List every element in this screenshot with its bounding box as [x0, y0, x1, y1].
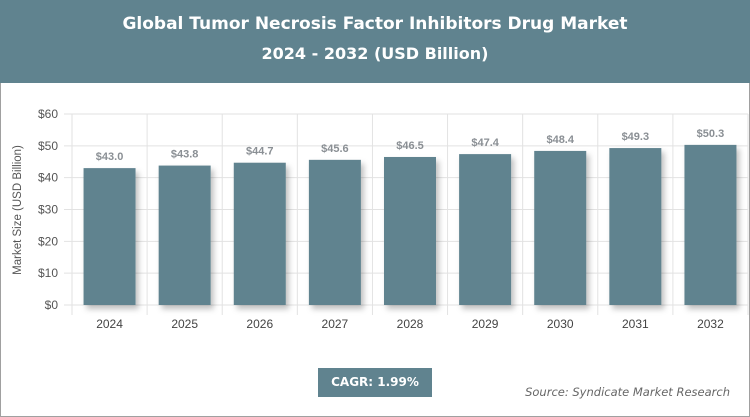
data-label: $48.4	[546, 134, 574, 146]
bar-2032	[684, 144, 737, 305]
y-axis-label: Market Size (USD Billion)	[12, 145, 24, 275]
x-tick-label: 2027	[322, 317, 349, 331]
x-tick-label: 2026	[246, 317, 273, 331]
y-tick-label: $50	[38, 139, 58, 153]
bar-2031	[609, 148, 662, 305]
chart-title: Global Tumor Necrosis Factor Inhibitors …	[122, 14, 628, 34]
cagr-badge: CAGR: 1.99%	[318, 368, 432, 397]
x-tick-label: 2030	[547, 317, 574, 331]
x-tick-label: 2024	[96, 317, 123, 331]
data-label: $46.5	[396, 140, 424, 152]
x-tick-label: 2028	[397, 317, 424, 331]
bar-2026	[233, 162, 286, 305]
chart-subtitle: 2024 - 2032 (USD Billion)	[261, 44, 489, 63]
y-tick-label: $20	[38, 234, 58, 248]
data-label: $45.6	[321, 143, 349, 155]
y-tick-label: $40	[38, 171, 58, 185]
data-label: $47.4	[471, 137, 499, 149]
y-tick-label: $60	[38, 107, 58, 121]
data-label: $49.3	[622, 131, 650, 143]
x-tick-label: 2032	[697, 317, 724, 331]
x-tick-label: 2031	[622, 317, 649, 331]
bar-2027	[308, 159, 361, 305]
data-label: $43.8	[171, 149, 199, 161]
bar-2024	[83, 168, 136, 305]
bar-2028	[384, 156, 436, 305]
data-label: $50.3	[697, 128, 725, 140]
y-tick-label: $30	[38, 203, 58, 217]
source-note: Source: Syndicate Market Research	[525, 385, 730, 399]
x-tick-label: 2025	[171, 317, 198, 331]
data-label: $43.0	[96, 151, 124, 163]
bar-2029	[459, 154, 512, 305]
y-tick-label: $0	[45, 298, 59, 312]
x-tick-label: 2029	[472, 317, 499, 331]
y-tick-label: $10	[38, 266, 58, 280]
data-label: $44.7	[246, 146, 274, 158]
bar-2030	[534, 150, 587, 305]
chart-header: Global Tumor Necrosis Factor Inhibitors …	[0, 0, 750, 83]
bar-2025	[158, 165, 211, 305]
